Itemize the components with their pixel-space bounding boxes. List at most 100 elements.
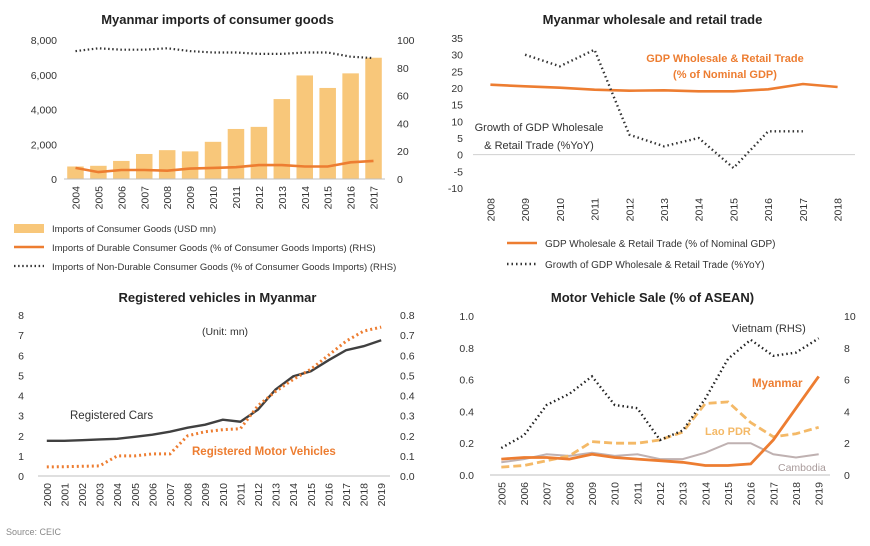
y-tick-label: 30 xyxy=(451,50,463,62)
y-tick-label: 8 xyxy=(18,310,24,322)
x-tick-label: 2013 xyxy=(678,482,690,506)
chart-svg: 0 1 2 3 4 5 6 7 8 0.0 0.1 0.2 0.3 0.4 0.5 0.6 0.7 0.8 2000… xyxy=(18,310,415,507)
bar xyxy=(342,73,359,179)
y2-tick-label: 100 xyxy=(397,35,415,47)
x-tick-label: 2003 xyxy=(95,483,107,507)
bar xyxy=(135,153,153,179)
y-tick-label: 0.2 xyxy=(459,438,474,450)
durable-goods-line xyxy=(75,159,374,174)
x-tick-label: 2007 xyxy=(165,483,177,507)
y-tick-label: 0.6 xyxy=(459,375,474,387)
x-tick-label: 2012 xyxy=(254,186,266,210)
bar xyxy=(273,99,291,179)
bar xyxy=(250,126,268,179)
y2-tick-label: 0.0 xyxy=(400,471,415,483)
chart-svg: 0 2,000 4,000 6,000 8,000 0 20 40 60 80 100 2004 200… xyxy=(14,35,415,273)
x-tick-label: 2018 xyxy=(833,198,845,222)
x-tick-label: 2006 xyxy=(519,482,531,506)
y-tick-label: 2,000 xyxy=(31,139,57,151)
x-tick-label: 2010 xyxy=(218,483,230,507)
y2-tick-label: 0.8 xyxy=(400,310,415,322)
chart-wholesale-retail: Myanmar wholesale and retail trade -10 -5… xyxy=(435,0,870,280)
annotation-label: Growth of GDP Wholesale xyxy=(475,122,604,134)
x-tick-label: 2005 xyxy=(496,482,508,506)
x-tick-label: 2010 xyxy=(208,186,220,210)
y2-tick-label: 0.5 xyxy=(400,370,415,382)
gdp-share-line xyxy=(490,82,838,93)
legend-label: GDP Wholesale & Retail Trade (% of Nomin… xyxy=(545,239,775,250)
bar xyxy=(158,150,176,179)
bar xyxy=(181,151,199,179)
x-tick-label: 2014 xyxy=(694,198,706,222)
x-tick-label: 2016 xyxy=(763,198,775,222)
legend-swatch-bar xyxy=(14,224,44,233)
cambodia-line xyxy=(501,442,819,464)
y-tick-label: 15 xyxy=(451,100,463,112)
y-tick-label: 8,000 xyxy=(31,35,57,47)
y2-tick-label: 0.3 xyxy=(400,411,415,423)
x-tick-label: 2007 xyxy=(542,482,554,506)
x-tick-label: 2008 xyxy=(183,483,195,507)
x-tick-label: 2006 xyxy=(147,483,159,507)
y-tick-label: 1.0 xyxy=(459,311,474,323)
x-tick-label: 2004 xyxy=(70,186,82,210)
x-tick-label: 2017 xyxy=(798,198,810,222)
y2-tick-label: 4 xyxy=(844,406,850,418)
x-tick-label: 2012 xyxy=(624,198,636,222)
y-tick-label: 0.4 xyxy=(459,406,474,418)
x-tick-label: 2001 xyxy=(59,483,71,507)
y2-tick-label: 60 xyxy=(397,91,409,103)
x-tick-label: 2011 xyxy=(235,483,247,506)
bar xyxy=(227,128,245,179)
y-tick-label: 0 xyxy=(18,471,24,483)
x-tick-label: 2016 xyxy=(323,483,335,507)
y-tick-label: -5 xyxy=(454,166,463,178)
y-tick-label: 6 xyxy=(18,350,24,362)
x-tick-label: 2008 xyxy=(564,482,576,506)
y-tick-label: 4 xyxy=(18,391,24,403)
x-tick-label: 2018 xyxy=(359,483,371,507)
series-label: Cambodia xyxy=(778,462,826,474)
y2-tick-label: 0.4 xyxy=(400,391,415,403)
x-tick-label: 2017 xyxy=(341,483,353,507)
y2-tick-label: 6 xyxy=(844,375,850,387)
y2-tick-label: 0.2 xyxy=(400,431,415,443)
annotation-label: (% of Nominal GDP) xyxy=(673,69,777,81)
growth-line xyxy=(524,48,803,170)
x-tick-label: 2002 xyxy=(77,483,89,507)
y2-tick-label: 0.6 xyxy=(400,350,415,362)
bar xyxy=(319,87,336,179)
chart-motor-vehicle-sale: Motor Vehicle Sale (% of ASEAN) 0.0 0.2 0.… xyxy=(435,282,870,527)
y2-tick-label: 8 xyxy=(844,343,850,355)
chart-svg: 0.0 0.2 0.4 0.6 0.8 1.0 0 2 4 6 8 10 2005 2006 2007 200… xyxy=(459,311,856,506)
y-tick-label: 0 xyxy=(51,174,57,186)
x-tick-label: 2012 xyxy=(253,483,265,507)
x-tick-label: 2011 xyxy=(590,198,602,221)
x-tick-label: 2015 xyxy=(306,483,318,507)
x-tick-label: 2014 xyxy=(700,482,712,506)
x-tick-label: 2005 xyxy=(130,483,142,507)
legend-label: Growth of GDP Wholesale & Retail Trade (… xyxy=(545,260,765,271)
legend-label: Imports of Durable Consumer Goods (% of … xyxy=(52,243,376,254)
x-tick-label: 2005 xyxy=(93,186,105,210)
series-label: Lao PDR xyxy=(705,426,751,438)
x-tick-label: 2014 xyxy=(300,186,312,210)
y2-tick-label: 0.7 xyxy=(400,330,415,342)
chart-title: Motor Vehicle Sale (% of ASEAN) xyxy=(550,290,755,305)
y2-tick-label: 20 xyxy=(397,146,409,158)
x-tick-label: 2006 xyxy=(116,186,128,210)
y-tick-label: 0.0 xyxy=(459,470,474,482)
x-tick-label: 2015 xyxy=(728,198,740,222)
x-tick-label: 2004 xyxy=(112,483,124,507)
x-tick-label: 2008 xyxy=(485,198,497,222)
x-tick-label: 2009 xyxy=(587,482,599,506)
y-tick-label: -10 xyxy=(448,183,463,195)
y-tick-label: 5 xyxy=(18,370,24,382)
annotation-label: & Retail Trade (%YoY) xyxy=(484,140,594,152)
x-tick-label: 2008 xyxy=(162,186,174,210)
x-tick-label: 2010 xyxy=(555,198,567,222)
y-tick-label: 10 xyxy=(451,116,463,128)
x-tick-label: 2013 xyxy=(271,483,283,507)
y2-tick-label: 10 xyxy=(844,311,856,323)
chart-consumer-goods-imports: Myanmar imports of consumer goods 0 2,000… xyxy=(0,0,435,280)
